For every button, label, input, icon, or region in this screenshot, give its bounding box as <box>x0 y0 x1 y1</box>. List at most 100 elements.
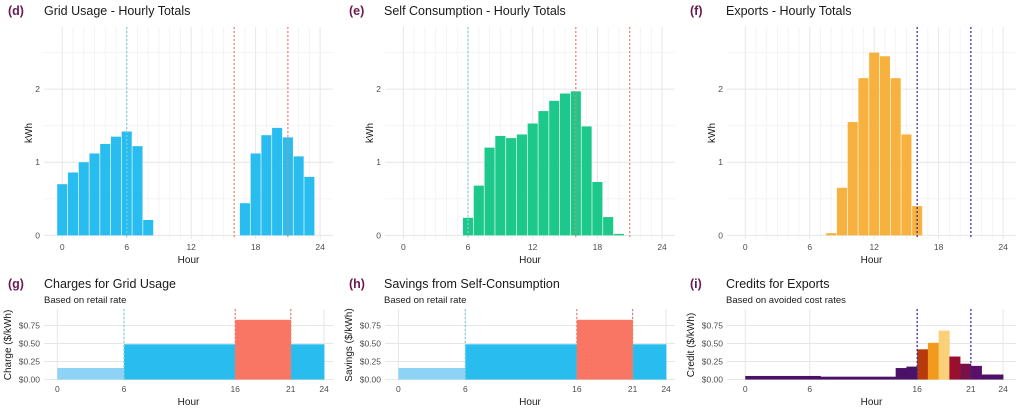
panel-h-subtitle: Based on retail rate <box>384 295 466 306</box>
x-axis-title: Hour <box>178 255 200 266</box>
y-tick-label: 1 <box>718 157 723 167</box>
bar-hour-20 <box>613 233 625 236</box>
x-tick-label: 16 <box>230 384 240 394</box>
panel-i-header: (i) Credits for Exports Based on avoided… <box>690 277 846 306</box>
rate-segment-3 <box>906 366 918 380</box>
panel-i-marks <box>745 330 1004 380</box>
y-tick-label: 2 <box>35 84 40 94</box>
bar-hour-19 <box>261 135 272 236</box>
x-axis-title: Hour <box>861 255 883 266</box>
x-tick-label: 0 <box>55 384 60 394</box>
rate-segment-1 <box>465 344 578 380</box>
x-tick-label: 24 <box>998 384 1008 394</box>
bar-hour-15 <box>559 93 571 236</box>
y-tick-label: $0.25 <box>360 357 382 367</box>
bar-hour-13 <box>879 56 890 236</box>
panel-h-label: (h) <box>349 277 365 291</box>
panel-f-marks <box>826 52 923 236</box>
panel-d-label: (d) <box>8 4 24 18</box>
rate-segment-0 <box>57 368 125 380</box>
rate-segment-6 <box>938 330 950 380</box>
bar-hour-1 <box>67 172 79 236</box>
bar-hour-18 <box>592 181 603 236</box>
x-tick-label: 24 <box>661 384 671 394</box>
panel-i-plot: 0 6 16 21 24 $0.00 $0.25 $0.50 $0.75 Hour Credit (… <box>686 309 1016 408</box>
y-tick-label: $0.50 <box>360 339 382 349</box>
rate-segment-10 <box>981 374 1004 380</box>
x-tick-label: 12 <box>528 242 538 252</box>
bar-hour-5 <box>110 136 122 236</box>
bar-hour-12 <box>869 52 880 236</box>
x-tick-label: 21 <box>286 384 296 394</box>
bar-hour-18 <box>250 153 261 236</box>
panel-h-plot: 0 6 16 21 24 $0.00 $0.25 $0.50 $0.75 Hour Savings … <box>344 308 675 408</box>
bar-hour-17 <box>239 203 250 236</box>
bar-hour-8 <box>484 147 495 236</box>
y-tick-label: 1 <box>35 157 40 167</box>
y-tick-label: $0.50 <box>19 339 41 349</box>
x-tick-label: 0 <box>396 384 401 394</box>
x-tick-label: 6 <box>124 242 129 252</box>
x-tick-label: 16 <box>572 384 582 394</box>
bar-hour-19 <box>603 217 614 236</box>
x-tick-label: 21 <box>966 384 976 394</box>
panel-g-label: (g) <box>8 277 24 291</box>
x-tick-label: 6 <box>807 384 812 394</box>
x-tick-label: 18 <box>251 242 261 252</box>
x-tick-label: 24 <box>315 242 325 252</box>
x-axis-title: Hour <box>178 397 200 408</box>
bar-hour-10 <box>847 122 858 236</box>
x-tick-label: 0 <box>743 384 748 394</box>
panel-h-title: Savings from Self-Consumption <box>384 277 560 291</box>
panel-e-title: Self Consumption - Hourly Totals <box>384 4 566 18</box>
bar-hour-21 <box>282 137 293 236</box>
y-tick-label: 0 <box>718 230 723 240</box>
panel-e-label: (e) <box>349 4 364 18</box>
x-tick-label: 24 <box>319 384 329 394</box>
panel-f-title: Exports - Hourly Totals <box>726 4 852 18</box>
panel-g-plot: 0 6 16 21 24 $0.00 $0.25 $0.50 $0.75 Hour Charge (… <box>3 309 333 408</box>
panel-i-label: (i) <box>690 277 702 291</box>
panel-g-header: (g) Charges for Grid Usage Based on reta… <box>8 277 176 306</box>
bar-hour-11 <box>516 134 527 236</box>
rate-segment-2 <box>895 368 907 380</box>
bar-hour-6 <box>462 217 474 236</box>
y-tick-label: $0.25 <box>702 357 724 367</box>
panel-i-subtitle: Based on avoided cost rates <box>726 295 846 306</box>
rate-segment-4 <box>917 349 929 380</box>
x-tick-label: 0 <box>60 242 65 252</box>
panel-d-marks <box>57 127 315 236</box>
x-tick-label: 0 <box>743 242 748 252</box>
rate-segment-0 <box>745 375 821 380</box>
bar-hour-14 <box>890 78 901 236</box>
panel-i-title: Credits for Exports <box>726 277 830 291</box>
y-tick-label: 0 <box>35 230 40 240</box>
y-tick-label: $0.75 <box>360 321 382 331</box>
y-tick-label: $0.00 <box>19 375 41 385</box>
panel-f-header: (f) Exports - Hourly Totals <box>690 4 852 18</box>
y-axis-title: Savings ($/kWh) <box>344 308 355 381</box>
bar-hour-22 <box>293 156 304 236</box>
x-tick-label: 6 <box>463 384 468 394</box>
y-tick-label: $0.25 <box>19 357 41 367</box>
bar-hour-11 <box>858 78 869 236</box>
x-axis-title: Hour <box>519 255 541 266</box>
x-tick-label: 21 <box>628 384 638 394</box>
y-tick-label: $0.50 <box>702 339 724 349</box>
bar-hour-14 <box>549 100 560 236</box>
panel-h-header: (h) Savings from Self-Consumption Based … <box>349 277 560 306</box>
y-tick-label: $0.75 <box>19 321 41 331</box>
bar-hour-9 <box>495 135 506 236</box>
x-tick-label: 16 <box>912 384 922 394</box>
bar-hour-3 <box>89 153 100 236</box>
bar-hour-9 <box>836 187 848 236</box>
x-tick-label: 6 <box>466 242 471 252</box>
rate-segment-1 <box>124 344 236 380</box>
bar-hour-7 <box>132 146 143 236</box>
rate-segment-2 <box>576 319 633 380</box>
y-tick-label: $0.00 <box>360 375 382 385</box>
y-axis-title: kWh <box>365 123 376 143</box>
rate-segment-3 <box>632 344 667 380</box>
